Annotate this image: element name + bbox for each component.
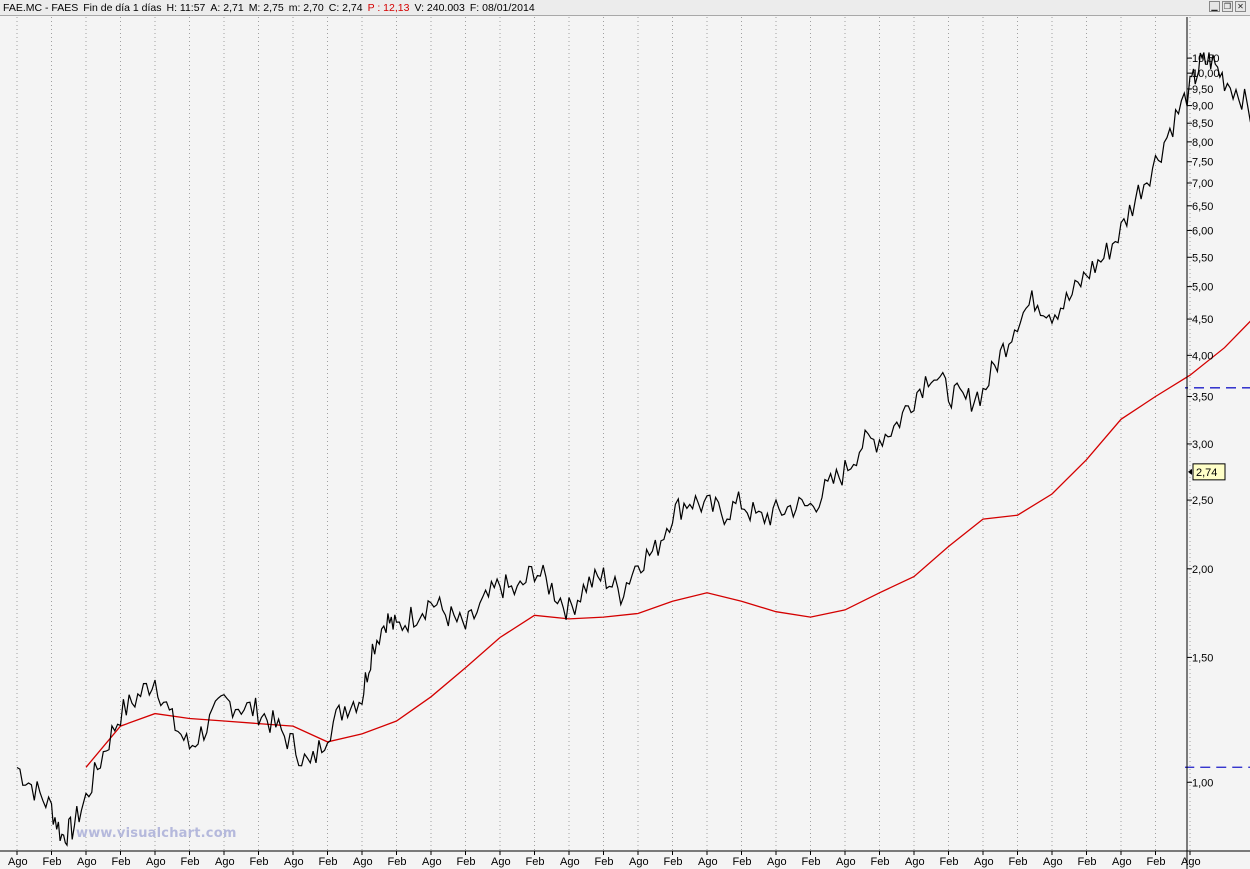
x-tick-label: Feb [1147,856,1166,868]
x-tick-label: Feb [802,856,821,868]
x-tick-label: Ago [77,856,97,868]
y-tick-label: 5,00 [1192,282,1213,294]
y-tick-label: 4,50 [1192,314,1213,326]
x-tick-label: Feb [319,856,338,868]
x-tick-label: Ago [629,856,649,868]
x-tick-label: Feb [250,856,269,868]
last-price-box [1192,463,1226,481]
y-tick-label: 2,00 [1192,564,1213,576]
last-price-pointer [1188,468,1192,475]
y-tick-label: 3,50 [1192,391,1213,403]
y-tick-label: 2,50 [1192,495,1213,507]
x-tick-label: Ago [698,856,718,868]
x-tick-label: Feb [181,856,200,868]
x-tick-label: Feb [595,856,614,868]
period-label: Fin de día 1 días [83,2,162,14]
symbol-label: FAE.MC - FAES [3,2,79,14]
x-tick-label: Feb [526,856,545,868]
x-tick-label: Feb [1009,856,1028,868]
x-tick-label: Ago [905,856,925,868]
y-tick-label: 10,00 [1192,68,1220,80]
x-tick-label: Ago [491,856,511,868]
x-tick-label: Ago [284,856,304,868]
title-text: FAE.MC - FAES Fin de día 1 días H: 11:57 A:… [3,2,545,14]
y-tick-label: 3,00 [1192,439,1213,451]
x-tick-label: Ago [1043,856,1063,868]
watermark: www.visualchart.com [76,826,237,841]
x-tick-label: Ago [767,856,787,868]
plot-area [0,17,1250,869]
quote-stats: H: 11:57 A: 2,71 M: 2,75 m: 2,70 C: 2,74 P : … [166,2,539,14]
stat-5: P : 12,13 [367,2,410,14]
x-tick-label: Feb [388,856,407,868]
y-tick-label: 9,00 [1192,101,1213,113]
chart-background [0,17,1250,869]
stat-7: F: 08/01/2014 [469,2,535,14]
last-price-label: 2,74 [1196,467,1217,479]
y-tick-label: 1,00 [1192,777,1213,789]
x-tick-label: Feb [1078,856,1097,868]
x-tick-label: Feb [733,856,752,868]
x-tick-label: Ago [1181,856,1201,868]
x-tick-label: Ago [353,856,373,868]
x-tick-label: Ago [1112,856,1132,868]
x-tick-label: Ago [8,856,28,868]
x-tick-label: Ago [422,856,442,868]
x-tick-label: Feb [43,856,62,868]
y-tick-label: 9,50 [1192,84,1213,96]
window-controls: ▁ ❐ ✕ [1207,1,1246,14]
close-button[interactable]: ✕ [1235,1,1246,12]
y-tick-label: 6,00 [1192,225,1213,237]
x-tick-label: Ago [836,856,856,868]
price-axis: 10,50 10,00 9,50 9,00 8,50 8,00 7,50 7,00 6,50 6,… [1186,17,1226,869]
x-tick-label: Ago [215,856,235,868]
y-tick-label: 8,00 [1192,137,1213,149]
stat-0: H: 11:57 [166,2,206,14]
x-tick-label: Ago [146,856,166,868]
y-tick-label: 7,00 [1192,178,1213,190]
moving-average-line [85,320,1250,768]
stat-4: C: 2,74 [328,2,363,14]
stat-2: M: 2,75 [248,2,284,14]
y-tick-label: 6,50 [1192,201,1213,213]
y-tick-label: 10,50 [1192,53,1220,65]
y-tick-label: 5,50 [1192,252,1213,264]
x-tick-label: Ago [974,856,994,868]
y-tick-label: 1,50 [1192,652,1213,664]
x-tick-label: Ago [560,856,580,868]
minimize-button[interactable]: ▁ [1209,1,1220,12]
restore-button[interactable]: ❐ [1222,1,1233,12]
x-tick-label: Feb [871,856,890,868]
x-tick-label: Feb [112,856,131,868]
stat-6: V: 240.003 [414,2,465,14]
y-tick-label: 7,50 [1192,157,1213,169]
stat-3: m: 2,70 [288,2,324,14]
x-tick-label: Feb [457,856,476,868]
stat-1: A: 2,71 [210,2,244,14]
x-tick-label: Feb [664,856,683,868]
x-tick-label: Feb [940,856,959,868]
price-line [16,52,1250,847]
y-tick-label: 8,50 [1192,118,1213,130]
title-bar: FAE.MC - FAES Fin de día 1 días H: 11:57 A:… [0,0,1250,16]
time-axis: Ago Feb Ago Feb Ago Feb Ago Feb Ago Feb Ago Feb Ago F… [0,850,1250,868]
y-tick-label: 4,00 [1192,350,1213,362]
